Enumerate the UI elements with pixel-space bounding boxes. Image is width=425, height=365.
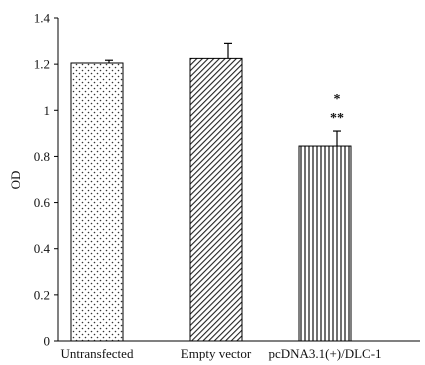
bar bbox=[189, 57, 243, 342]
category-label: Untransfected bbox=[61, 346, 134, 361]
category-label: pcDNA3.1(+)/DLC-1 bbox=[268, 346, 381, 361]
bars bbox=[70, 57, 352, 342]
significance-marker: ** bbox=[330, 111, 344, 126]
error-bars bbox=[105, 42, 341, 147]
annotations: *** bbox=[330, 92, 344, 126]
y-tick-label: 1.2 bbox=[34, 57, 50, 72]
y-tick-label: 1 bbox=[44, 103, 51, 118]
y-axis-label: OD bbox=[8, 171, 23, 190]
category-label: Empty vector bbox=[181, 346, 252, 361]
category-labels: Untransfected Empty vector pcDNA3.1(+)/DLC… bbox=[61, 346, 382, 361]
bar bbox=[298, 145, 352, 342]
y-tick-label: 0.6 bbox=[34, 195, 51, 210]
y-tick-label: 0.8 bbox=[34, 149, 50, 164]
y-tick-label: 0.2 bbox=[34, 287, 50, 302]
y-ticks: 0 0.2 0.4 0.6 0.8 1 1.2 1.4 bbox=[34, 11, 58, 349]
y-tick-label: 1.4 bbox=[34, 11, 51, 26]
y-tick-label: 0.4 bbox=[34, 241, 51, 256]
bar bbox=[70, 62, 124, 342]
y-axis: 0 0.2 0.4 0.6 0.8 1 1.2 1.4 bbox=[34, 11, 59, 349]
significance-marker: * bbox=[334, 92, 341, 107]
y-tick-label: 0 bbox=[44, 334, 51, 349]
